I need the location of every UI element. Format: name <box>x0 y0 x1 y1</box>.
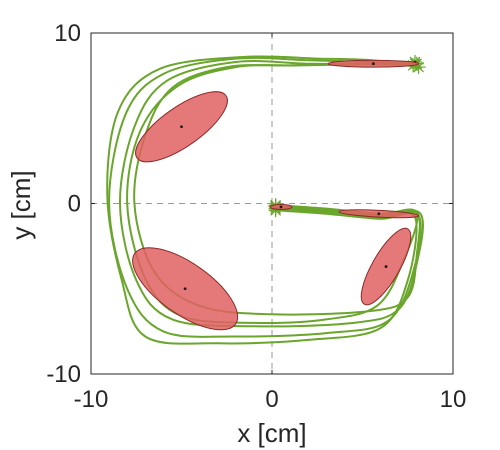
ticks <box>90 32 454 375</box>
trajectories <box>106 54 426 345</box>
y-tick-label: 0 <box>68 191 81 218</box>
y-tick-label: -10 <box>46 361 81 388</box>
y-axis-label: y [cm] <box>6 170 36 239</box>
ellipse-center-4 <box>180 125 183 129</box>
ellipse-center-3 <box>371 62 375 66</box>
x-axis-label: x [cm] <box>237 418 306 448</box>
covariance-ellipses <box>132 59 420 331</box>
x-tick-label: -10 <box>74 386 109 413</box>
x-tick-label: 10 <box>440 386 467 413</box>
ellipse-center-5 <box>183 287 187 291</box>
x-tick-label: 0 <box>265 386 278 413</box>
y-tick-label: 10 <box>54 20 81 47</box>
tick-labels: -10 0 10 -10 0 10 <box>46 20 466 413</box>
trajectory-2 <box>118 60 424 328</box>
ellipse-center-2 <box>279 205 283 209</box>
ellipse-center-6 <box>377 212 381 216</box>
ellipse-center-7 <box>384 265 388 268</box>
